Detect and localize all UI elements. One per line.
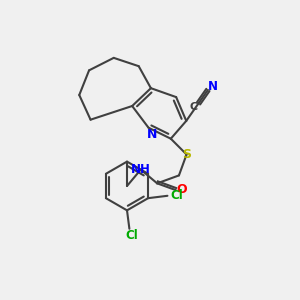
Text: C: C (189, 102, 197, 112)
Text: Cl: Cl (125, 229, 138, 242)
Text: NH: NH (131, 163, 151, 176)
Text: S: S (182, 148, 191, 161)
Text: N: N (208, 80, 218, 93)
Text: O: O (176, 184, 187, 196)
Text: N: N (147, 128, 157, 141)
Text: Cl: Cl (170, 189, 183, 202)
